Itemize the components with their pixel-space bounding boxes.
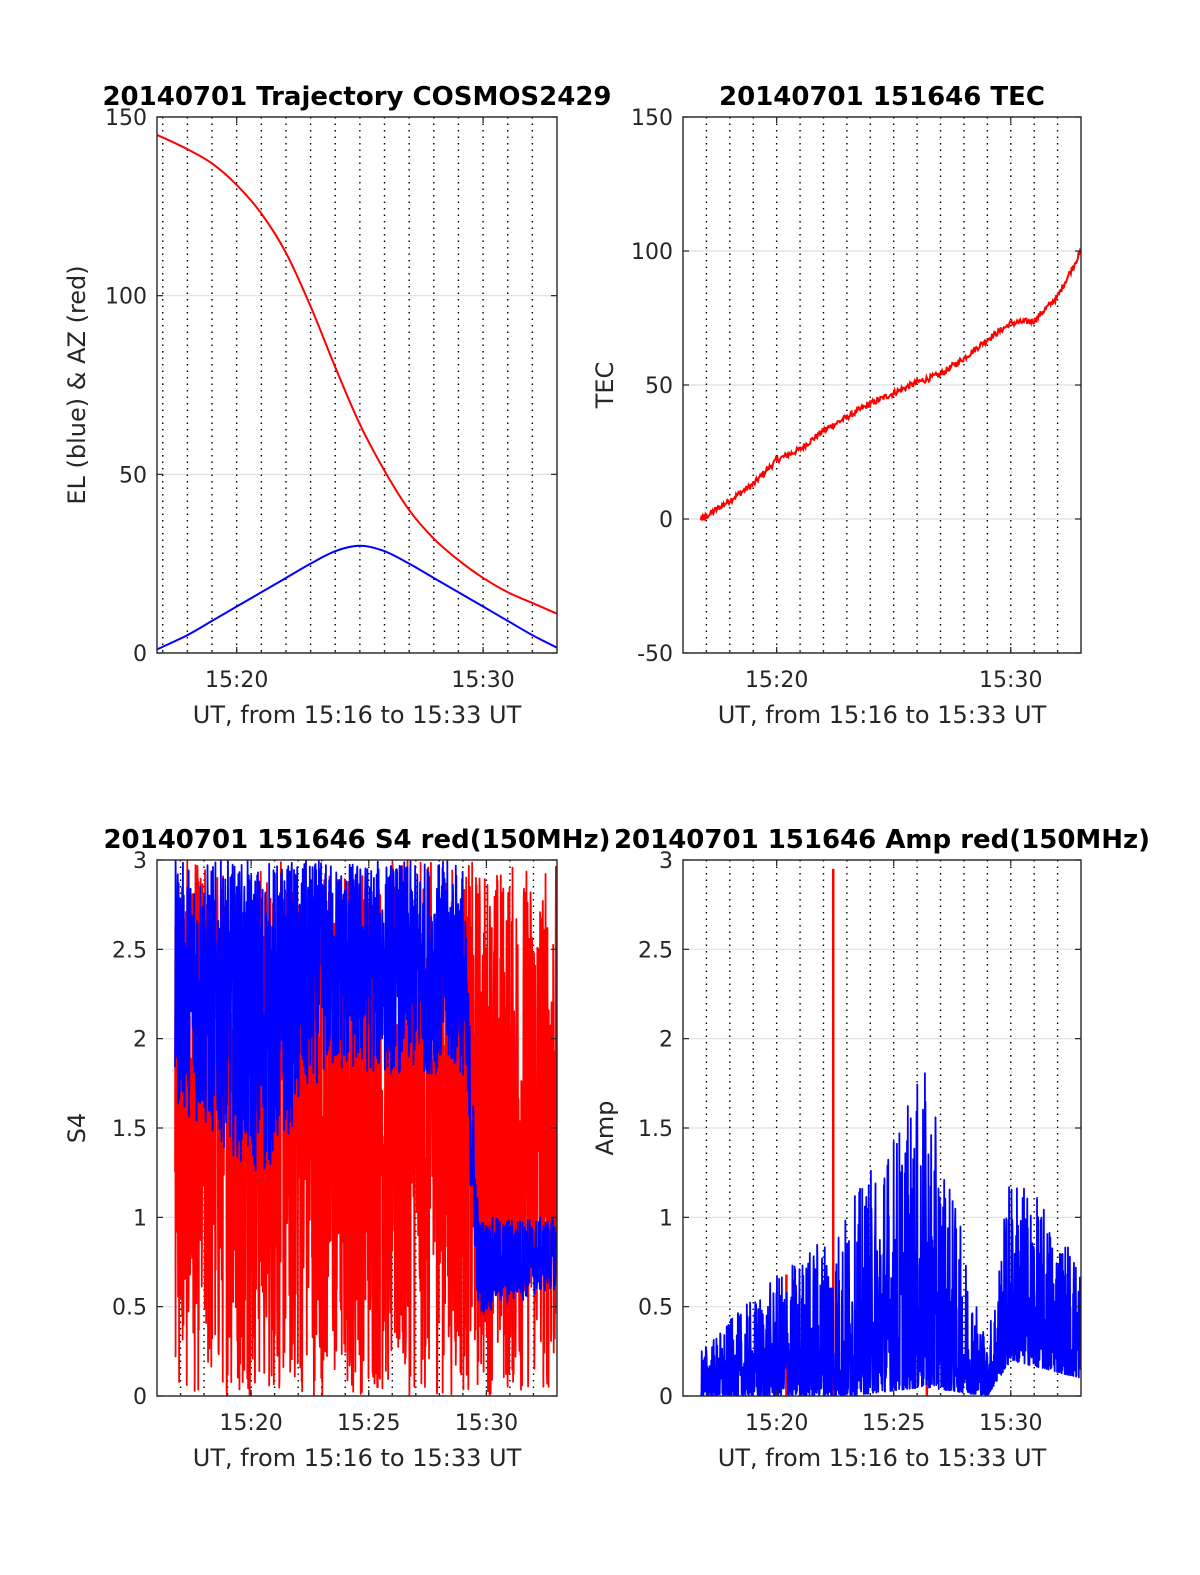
x-tick-label: 15:25 xyxy=(337,1411,400,1436)
y-tick-label: 50 xyxy=(119,463,147,488)
y-tick-label: 100 xyxy=(105,285,147,310)
chart-title: 20140701 Trajectory COSMOS2429 xyxy=(102,82,611,112)
x-tick-label: 15:30 xyxy=(451,668,514,693)
y-tick-label: 150 xyxy=(105,106,147,131)
y-axis-label: EL (blue) & AZ (red) xyxy=(63,265,91,504)
x-axis-label: UT, from 15:16 to 15:33 UT xyxy=(718,701,1047,729)
y-tick-label: 3 xyxy=(133,849,147,874)
y-tick-label: 2.5 xyxy=(112,938,147,963)
data-layer xyxy=(700,868,1081,1396)
series-blue-line xyxy=(174,860,557,1315)
y-tick-label: 50 xyxy=(645,374,673,399)
x-tick-label: 15:20 xyxy=(205,668,268,693)
chart-panel-2: -50 0 50 100 150 15:20 15:30 20140701 151646 TE… xyxy=(591,82,1082,729)
y-tick-label: 0 xyxy=(659,508,673,533)
x-axis-label: UT, from 15:16 to 15:33 UT xyxy=(193,701,522,729)
x-axis-label: UT, from 15:16 to 15:33 UT xyxy=(193,1444,522,1472)
chart-panel-4: 0 0.5 1 1.5 2 2.5 3 15:20 15:25 15:30 20140701 151… xyxy=(591,825,1150,1472)
series-red-line xyxy=(699,247,1081,522)
data-layer xyxy=(157,133,557,651)
x-tick-label: 15:20 xyxy=(745,668,808,693)
y-tick-label: 1.5 xyxy=(638,1117,673,1142)
y-tick-label: 2 xyxy=(133,1028,147,1053)
x-tick-label: 15:30 xyxy=(455,1411,518,1436)
x-tick-label: 15:30 xyxy=(979,668,1042,693)
y-axis-label: Amp xyxy=(591,1100,619,1155)
y-tick-label: 100 xyxy=(631,240,673,265)
plot-area xyxy=(157,117,557,653)
x-tick-label: 15:25 xyxy=(862,1411,925,1436)
y-tick-label: 0 xyxy=(133,1385,147,1410)
y-tick-label: 150 xyxy=(631,106,673,131)
y-tick-label: 3 xyxy=(659,849,673,874)
series-blue-line xyxy=(700,1072,1081,1396)
x-axis-label: UT, from 15:16 to 15:33 UT xyxy=(718,1444,1047,1472)
chart-panel-3: 0 0.5 1 1.5 2 2.5 3 15:20 15:25 15:30 20140701 151… xyxy=(63,825,611,1472)
chart-title: 20140701 151646 S4 red(150MHz) xyxy=(103,825,610,855)
y-tick-label: 0.5 xyxy=(638,1296,673,1321)
x-tick-label: 15:30 xyxy=(979,1411,1042,1436)
y-axis-label: TEC xyxy=(591,362,619,410)
y-tick-label: 1 xyxy=(659,1206,673,1231)
data-layer xyxy=(699,247,1081,522)
chart-title: 20140701 151646 Amp red(150MHz) xyxy=(614,825,1150,855)
chart-panel-1: 0 50 100 150 15:20 15:30 20140701 Trajectory C… xyxy=(63,82,612,729)
y-tick-label: 0 xyxy=(133,642,147,667)
y-tick-label: -50 xyxy=(637,642,673,667)
y-axis-label: S4 xyxy=(63,1113,91,1144)
y-tick-label: 0 xyxy=(659,1385,673,1410)
y-tick-label: 2.5 xyxy=(638,938,673,963)
y-tick-label: 0.5 xyxy=(112,1296,147,1321)
x-tick-label: 15:20 xyxy=(219,1411,282,1436)
axes-box xyxy=(156,116,558,654)
y-tick-label: 1 xyxy=(133,1206,147,1231)
series-blue-line xyxy=(157,544,557,651)
series-red-line xyxy=(157,133,557,615)
x-tick-label: 15:20 xyxy=(745,1411,808,1436)
data-layer xyxy=(174,860,557,1396)
chart-title: 20140701 151646 TEC xyxy=(719,82,1045,112)
y-tick-label: 1.5 xyxy=(112,1117,147,1142)
y-tick-label: 2 xyxy=(659,1028,673,1053)
